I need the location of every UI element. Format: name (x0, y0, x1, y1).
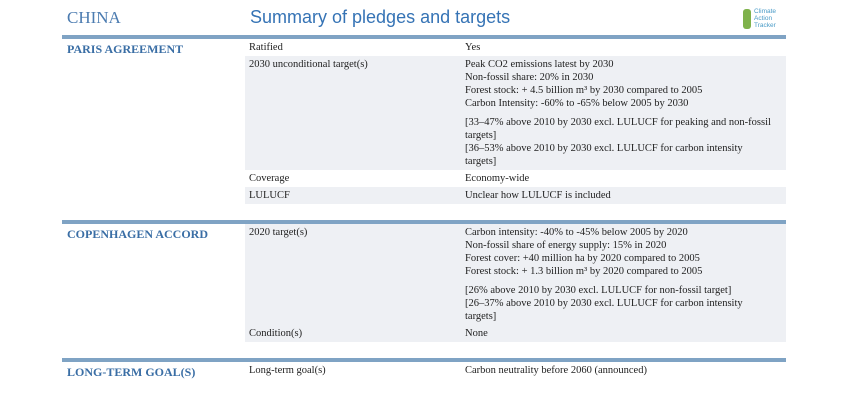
paragraph: Peak CO2 emissions latest by 2030 Non-fos… (465, 58, 786, 110)
section: PARIS AGREEMENT Ratified Yes 2030 unconditi… (62, 35, 786, 204)
row-value: Unclear how LULUCF is included (465, 189, 786, 202)
row-label: LULUCF (249, 190, 290, 201)
row-value: Carbon neutrality before 2060 (announced… (465, 364, 786, 377)
row-value: None (465, 327, 786, 340)
text-line: Carbon Intensity: -60% to -65% below 200… (465, 98, 689, 109)
logo-line: Action (754, 15, 773, 22)
section: LONG-TERM GOAL(S) Long-term goal(s) Carbon… (62, 358, 786, 379)
text-line: Carbon neutrality before 2060 (announced… (465, 365, 647, 376)
paragraph: Carbon intensity: -40% to -45% below 200… (465, 226, 786, 278)
row-label: 2030 unconditional target(s) (249, 59, 368, 70)
text-line: Peak CO2 emissions latest by 2030 (465, 59, 614, 70)
paragraph: Carbon neutrality before 2060 (announced… (465, 364, 786, 377)
text-line: [26% above 2010 by 2030 excl. LULUCF for… (465, 285, 732, 296)
text-line: [33–47% above 2010 by 2030 excl. LULUCF … (465, 117, 771, 128)
text-line: Yes (465, 42, 481, 53)
row: 2020 target(s) Carbon intensity: -40% to … (245, 224, 786, 325)
row: Ratified Yes (245, 39, 786, 56)
logo-icon (743, 9, 751, 29)
section-title: PARIS AGREEMENT (67, 42, 184, 56)
row-label: Condition(s) (249, 328, 303, 339)
text-line: [26–37% above 2010 by 2030 excl. LULUCF … (465, 298, 743, 309)
paragraph: Unclear how LULUCF is included (465, 189, 786, 202)
paragraph: None (465, 327, 786, 340)
header: CHINA Summary of pledges and targets Cli… (0, 0, 862, 37)
text-line: Carbon intensity: -40% to -45% below 200… (465, 227, 688, 238)
text-line: Forest stock: + 4.5 billion m³ by 2030 c… (465, 85, 703, 96)
text-line: targets] (465, 156, 497, 167)
row: 2030 unconditional target(s) Peak CO2 emi… (245, 56, 786, 170)
paragraph: Economy-wide (465, 172, 786, 185)
row-label: Long-term goal(s) (249, 365, 326, 376)
text-line: None (465, 328, 488, 339)
row: LULUCF Unclear how LULUCF is included (245, 187, 786, 204)
row-label: Coverage (249, 173, 290, 184)
text-line: targets] (465, 311, 497, 322)
text-line: Non-fossil share of energy supply: 15% i… (465, 240, 667, 251)
text-line: [36–53% above 2010 by 2030 excl. LULUCF … (465, 143, 743, 154)
row: Coverage Economy-wide (245, 170, 786, 187)
row-value: Carbon intensity: -40% to -45% below 200… (465, 226, 786, 323)
paragraph: [26% above 2010 by 2030 excl. LULUCF for… (465, 284, 786, 323)
text-line: Forest stock: + 1.3 billion m³ by 2020 c… (465, 266, 703, 277)
row-label: Ratified (249, 42, 283, 53)
paragraph: Yes (465, 41, 786, 54)
section-title: COPENHAGEN ACCORD (67, 227, 209, 241)
text-line: Economy-wide (465, 173, 530, 184)
text-line: Unclear how LULUCF is included (465, 190, 611, 201)
table: PARIS AGREEMENT Ratified Yes 2030 unconditi… (62, 35, 786, 395)
text-line: targets] (465, 130, 497, 141)
text-line: Forest cover: +40 million ha by 2020 com… (465, 253, 700, 264)
paragraph: [33–47% above 2010 by 2030 excl. LULUCF … (465, 116, 786, 168)
logo-line: Tracker (754, 22, 776, 29)
row-value: Yes (465, 41, 786, 54)
logo-text: Climate Action Tracker (754, 8, 776, 29)
section: COPENHAGEN ACCORD 2020 target(s) Carbon in… (62, 220, 786, 342)
logo: Climate Action Tracker (743, 8, 793, 30)
title: Summary of pledges and targets (250, 7, 511, 27)
row: Condition(s) None (245, 325, 786, 342)
section-title: LONG-TERM GOAL(S) (67, 365, 196, 379)
row: Long-term goal(s) Carbon neutrality befor… (245, 362, 786, 379)
country: CHINA (67, 8, 121, 27)
row-label: 2020 target(s) (249, 227, 308, 238)
row-value: Peak CO2 emissions latest by 2030 Non-fos… (465, 58, 786, 168)
row-value: Economy-wide (465, 172, 786, 185)
text-line: Non-fossil share: 20% in 2030 (465, 72, 594, 83)
logo-line: Climate (754, 8, 777, 15)
